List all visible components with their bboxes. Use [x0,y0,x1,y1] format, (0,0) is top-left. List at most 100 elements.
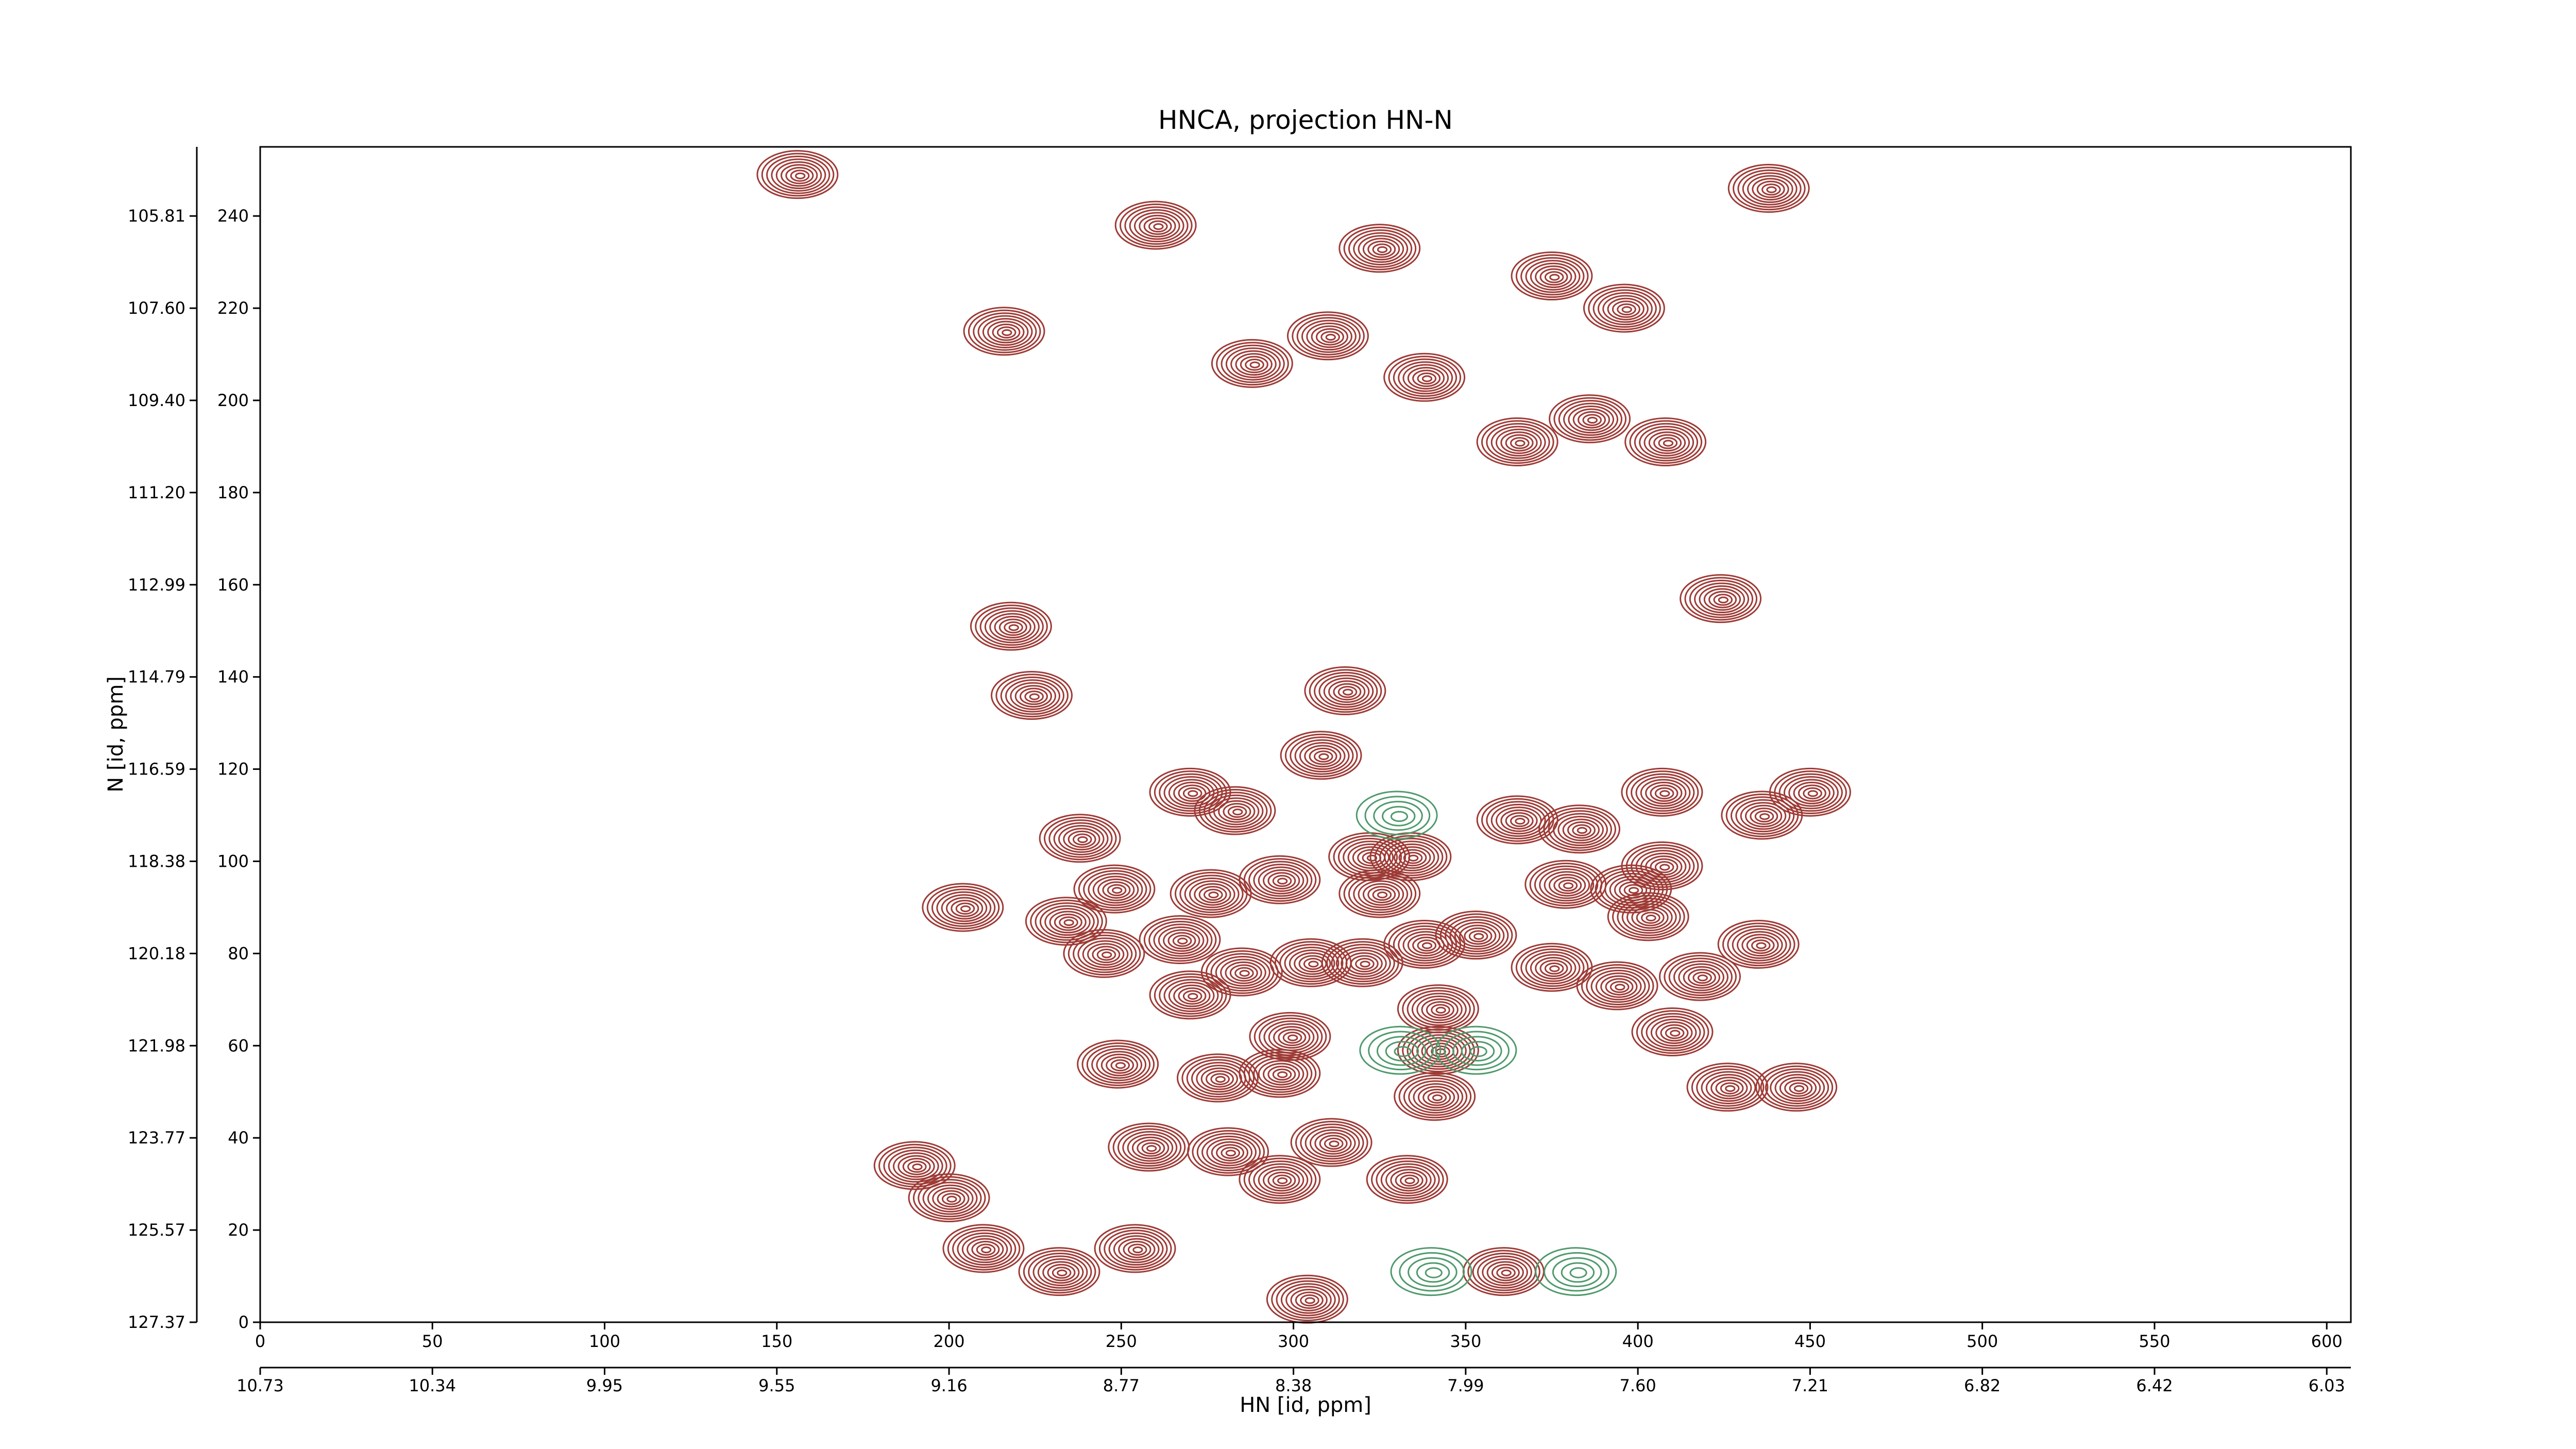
contour-ring [1435,1006,1446,1014]
contour-ring [1413,1083,1460,1111]
contour-ring [1774,770,1847,815]
contour-ring [1720,1082,1740,1094]
contour-ring [1740,802,1787,830]
peak [1108,1122,1190,1172]
contour-ring [1352,846,1390,869]
peak [1535,1247,1617,1296]
contour-ring [961,1235,1008,1263]
contour-ring [1213,797,1260,825]
contour-ring [1736,931,1783,959]
contour-ring [1159,976,1223,1015]
contour-ring [987,321,1025,344]
contour-ring [1454,921,1501,950]
y2-tick-label: 114.79 [128,667,185,687]
contour-ring [1621,767,1703,817]
contour-ring [1543,807,1616,851]
contour-ring [1127,1134,1174,1162]
contour-ring [1304,745,1342,768]
contour-ring [1196,1133,1261,1171]
contour-ring [1761,183,1781,196]
contour-ring [1206,1138,1253,1167]
contour-ring [1153,223,1164,230]
contour-ring [1350,955,1379,973]
contour-ring [1078,867,1151,911]
contour-ring [1646,914,1656,922]
x-tick-label: 450 [1794,1332,1826,1351]
contour-ring [1253,864,1309,897]
contour-ring [1407,366,1445,390]
contour-ring [1168,982,1215,1010]
contour-ring [1788,779,1835,807]
peak [991,670,1073,720]
contour-ring [1259,1017,1323,1056]
contour-ring [1600,975,1638,998]
contour-ring [1538,804,1620,854]
peak [1149,767,1231,817]
peak [1139,915,1221,965]
contour-ring [1263,1063,1300,1086]
contour-ring [1725,1085,1736,1092]
contour-ring [1343,226,1417,271]
contour-ring [1645,782,1683,804]
contour-ring [1710,1076,1748,1100]
contour-ring [1355,957,1375,970]
contour-ring [975,604,1048,649]
peak [1239,1049,1321,1098]
contour-ring [1491,1263,1520,1282]
contour-ring [1659,790,1670,797]
contour-ring [1397,1025,1479,1075]
peak [1717,920,1800,969]
contour-ring [1530,262,1577,291]
peak [1658,952,1741,1001]
contour-ring [1094,1224,1176,1273]
contour-ring [1320,331,1340,343]
contour-ring [1301,319,1357,353]
contour-ring [1154,973,1227,1017]
contour-ring [1337,837,1402,877]
contour-ring [1333,835,1406,879]
contour-ring [1172,935,1192,947]
contour-ring [1612,895,1685,939]
contour-ring [1037,1258,1084,1286]
contour-ring [1746,936,1775,954]
contour-ring [1240,356,1268,374]
contour-ring [1063,828,1100,851]
contour-ring [1653,434,1682,452]
x-tick-label: 0 [255,1332,265,1351]
contour-ring [1058,825,1105,853]
contour-ring [941,894,988,922]
contour-ring [781,164,818,187]
contour-ring [942,1224,1025,1273]
contour-ring [1683,966,1720,989]
contour-ring [1290,736,1354,775]
peak [1631,1007,1714,1056]
contour-ring [1110,1059,1130,1072]
contour-ring [1323,677,1370,705]
contour-ring [976,1243,996,1256]
contour-ring [1779,1076,1817,1100]
contour-ring [1617,303,1636,316]
contour-ring [1318,675,1374,708]
contour-ring [1335,947,1391,980]
contour-ring [1756,942,1767,949]
contour-ring [1770,1071,1825,1104]
contour-ring [1343,688,1353,696]
contour-ring [1408,854,1419,862]
contour-ring [1421,375,1433,382]
contour-ring [1243,1157,1317,1202]
contour-ring [1372,243,1392,256]
contour-ring [1628,887,1639,894]
contour-ring [1225,961,1262,984]
contour-ring [1073,934,1137,973]
contour-ring [1784,1079,1813,1097]
contour-ring [1505,812,1534,830]
contour-ring [1530,954,1577,982]
contour-ring [1648,431,1686,454]
contour-ring [922,1182,978,1215]
contour-ring [1329,1140,1340,1148]
contour-ring [1377,891,1388,899]
contour-ring [1314,1132,1352,1155]
contour-ring [1044,908,1091,936]
contour-ring [1376,1036,1427,1066]
contour-ring [1098,1226,1172,1271]
